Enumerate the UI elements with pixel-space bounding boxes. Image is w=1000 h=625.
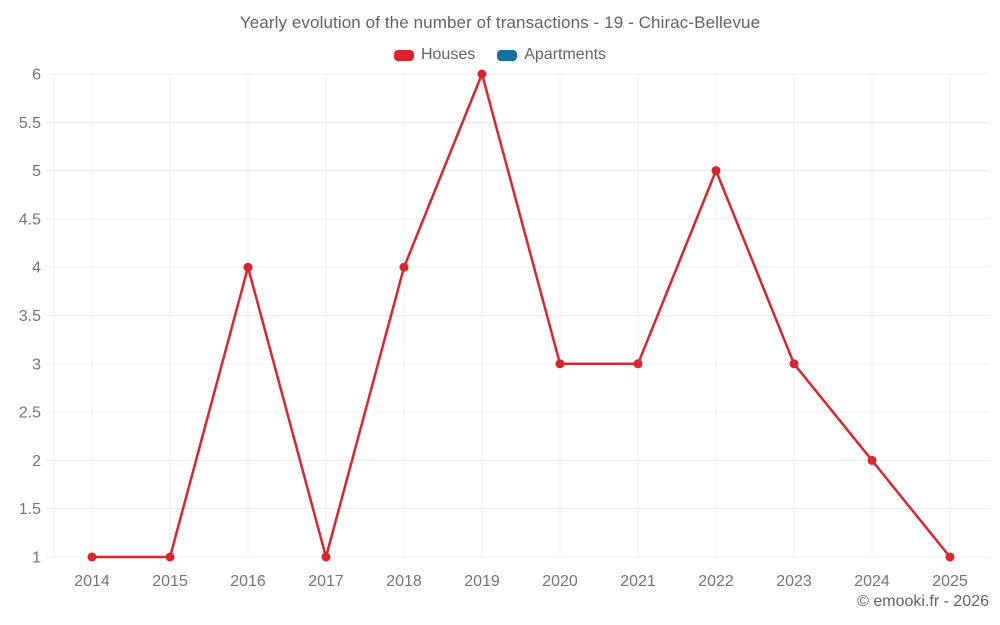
- y-tick-label: 5.5: [19, 115, 41, 132]
- x-tick-label: 2018: [386, 573, 422, 590]
- y-tick-label: 1.5: [19, 501, 41, 518]
- data-point: [555, 359, 565, 369]
- y-tick-label: 3: [32, 356, 41, 373]
- data-point: [321, 552, 331, 562]
- legend-item-apartments[interactable]: Apartments: [497, 46, 606, 64]
- data-point: [399, 262, 409, 272]
- data-point: [633, 359, 643, 369]
- y-tick-label: 2: [32, 453, 41, 470]
- data-point: [945, 552, 955, 562]
- y-tick-label: 4: [32, 260, 41, 277]
- x-tick-label: 2022: [698, 573, 734, 590]
- data-point: [789, 359, 799, 369]
- x-tick-label: 2025: [932, 573, 968, 590]
- data-point: [165, 552, 175, 562]
- x-tick-label: 2019: [464, 573, 500, 590]
- copyright: © emooki.fr - 2026: [857, 593, 989, 610]
- y-tick-label: 1: [32, 550, 41, 567]
- y-tick-label: 6: [32, 67, 41, 84]
- y-tick-label: 3.5: [19, 308, 41, 325]
- x-tick-label: 2014: [74, 573, 110, 590]
- houses-swatch-icon: [393, 49, 414, 61]
- y-tick-label: 2.5: [19, 405, 41, 422]
- x-tick-label: 2021: [620, 573, 656, 590]
- x-tick-label: 2020: [542, 573, 578, 590]
- legend-item-houses[interactable]: Houses: [393, 46, 476, 64]
- legend-label-houses: Houses: [420, 46, 476, 63]
- data-point: [87, 552, 97, 562]
- y-tick-label: 4.5: [19, 211, 41, 228]
- x-tick-label: 2015: [152, 573, 188, 590]
- x-tick-label: 2017: [308, 573, 344, 590]
- x-tick-label: 2024: [854, 573, 890, 590]
- x-tick-label: 2023: [776, 573, 812, 590]
- apartments-swatch-icon: [497, 49, 518, 61]
- x-tick-label: 2016: [230, 573, 266, 590]
- legend: Houses Apartments: [0, 46, 1000, 64]
- data-point: [711, 166, 721, 176]
- data-point: [477, 69, 487, 79]
- legend-label-apartments: Apartments: [524, 46, 607, 63]
- chart-title: Yearly evolution of the number of transa…: [239, 13, 761, 32]
- y-tick-label: 5: [32, 163, 41, 180]
- series-line-houses: [90, 72, 952, 559]
- data-point: [243, 262, 253, 272]
- data-point: [867, 455, 877, 465]
